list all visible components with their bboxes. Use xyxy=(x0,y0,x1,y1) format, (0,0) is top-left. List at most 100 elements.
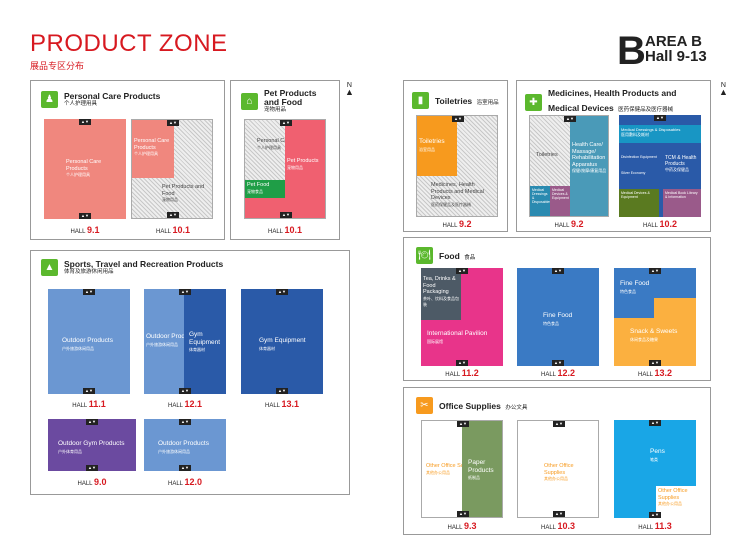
hall-segment: Outdoor Gym Products 户外体育用品 xyxy=(58,440,125,454)
hall-label: HALL 9.1 xyxy=(70,225,100,235)
hall-12-0[interactable]: Outdoor Products 户外旅游休闲用品 ▲▼ ▲▼ xyxy=(144,419,226,471)
entrance-icon: ▲▼ xyxy=(280,120,292,126)
panel-title: and Food xyxy=(264,97,303,107)
hall-segment: Medical Dressings & Disposables 医用敷料及耗材 xyxy=(619,125,701,143)
panel-title: Medical Devices xyxy=(548,103,614,113)
hall-10-1[interactable]: Personal Care Products 个人护理用具 Pet Product… xyxy=(131,119,213,219)
hall-9-2-medicines[interactable]: Toiletries Health Care/ Massage/ Rehabil… xyxy=(529,115,609,217)
hall-12-2[interactable]: Fine Food 特色食品 ▲▼ ▲▼ xyxy=(517,268,599,366)
hall-segment-fill xyxy=(614,298,654,318)
hall-9-3[interactable]: Other Office Supplies 其他办公用品 Paper Produc… xyxy=(421,420,503,518)
hall-segment: Pet Products and Food 宠物用品 xyxy=(162,184,205,202)
panel-title: Office Supplies xyxy=(439,401,501,411)
hall-9-1[interactable]: Personal Care Products 个人护理用具 ▲▼ ▲▼ xyxy=(44,119,126,219)
north-indicator: N ▲ xyxy=(345,82,354,97)
hall-9-0[interactable]: Outdoor Gym Products 户外体育用品 ▲▼ ▲▼ xyxy=(48,419,136,471)
entrance-icon: ▲▼ xyxy=(79,213,91,219)
hall-label: HALL 9.2 xyxy=(554,219,584,229)
entrance-icon: ▲▼ xyxy=(452,116,464,122)
hall-12-1[interactable]: Outdoor Products 户外旅游休闲用品 Gym Equipment 体育… xyxy=(144,289,226,394)
hall-segment: Toiletries 浴室用品 xyxy=(417,116,457,176)
hall-segment: TCM & Health Products 中药及保健品 xyxy=(665,155,697,172)
north-indicator-right: N ▲ xyxy=(719,82,728,97)
hall-label: HALL 11.2 xyxy=(445,368,479,378)
medicine-icon: ✚ xyxy=(525,94,542,111)
entrance-icon: ▲▼ xyxy=(456,268,468,274)
entrance-icon: ▲▼ xyxy=(456,360,468,366)
hall-segment: Outdoor Products 户外旅游休闲用品 xyxy=(158,440,209,454)
hall-segment: Paper Products 纸制品 xyxy=(462,421,502,517)
hall-label: HALL 11.1 xyxy=(72,399,106,409)
hall-11-3[interactable]: Pens 笔类 Other Office Supplies 其他办公用品 ▲▼ ▲▼ xyxy=(614,420,696,518)
pet-house-icon: ⌂ xyxy=(241,93,258,110)
hall-label: HALL 10.1 xyxy=(156,225,190,235)
hall-segment: International Pavilion 国际展馆 xyxy=(427,330,488,344)
hall-11-2[interactable]: Tea, Drinks & Food Packaging 茶叶、饮料及食品包装 I… xyxy=(421,268,503,366)
hall-label: HALL 10.2 xyxy=(643,219,677,229)
hall-segment: Disinfection Equipment xyxy=(621,155,657,159)
panel-sports: ▲ Sports, Travel and Recreation Products 体… xyxy=(30,250,350,495)
entrance-icon: ▲▼ xyxy=(649,268,661,274)
hall-segment: Medical Devices & Equipment xyxy=(619,189,659,217)
hall-label: HALL 10.1 xyxy=(268,225,302,235)
hall-segment: Medical Devices & Equipment xyxy=(550,186,570,216)
hall-13-2[interactable]: Fine Food 特色食品 Snack & Sweets 休闲食品及糖果 ▲▼ ▲▼ xyxy=(614,268,696,366)
tent-icon: ▲ xyxy=(41,259,58,276)
hall-label: HALL 12.1 xyxy=(168,399,202,409)
entrance-icon: ▲▼ xyxy=(457,421,469,427)
hall-10-2[interactable]: Medical Dressings & Disposables 医用敷料及耗材 D… xyxy=(619,115,701,217)
entrance-icon: ▲▼ xyxy=(86,419,98,425)
entrance-icon: ▲▼ xyxy=(457,511,469,517)
panel-title: Personal Care Products xyxy=(64,90,161,101)
panel-food: 🍽 Food 食品 Tea, Drinks & Food Packaging 茶叶、… xyxy=(403,237,711,381)
hall-segment-fill xyxy=(245,198,285,218)
hall-9-2-toiletries[interactable]: Toiletries 浴室用品 Medicines, Health Product… xyxy=(416,115,498,217)
hall-segment: Health Care/ Massage/ Rehabilitation App… xyxy=(570,116,608,216)
panel-subtitle: 医药保健品及医疗器械 xyxy=(618,107,674,113)
area-name: AREA B xyxy=(645,33,702,50)
hall-segment: Other Office Supplies 其他办公用品 xyxy=(656,486,696,518)
entrance-icon: ▲▼ xyxy=(83,289,95,295)
hall-segment: Other Office Supplies 其他办公用品 xyxy=(426,463,479,475)
entrance-icon: ▲▼ xyxy=(649,420,661,426)
entrance-icon: ▲▼ xyxy=(553,511,565,517)
hall-label: HALL 9.3 xyxy=(447,521,477,531)
entrance-icon: ▲▼ xyxy=(276,289,288,295)
panel-title: Toiletries xyxy=(435,96,473,106)
person-icon: ♟ xyxy=(41,91,58,108)
hall-segment: Fine Food 特色食品 xyxy=(543,312,573,326)
panel-title: Sports, Travel and Recreation Products xyxy=(64,258,224,269)
panel-title: Medicines, Health Products and xyxy=(548,88,677,98)
hall-label: HALL 13.1 xyxy=(265,399,299,409)
hall-segment: Pens 笔类 xyxy=(650,448,665,462)
hall-segment: Pet Food 宠物食品 xyxy=(245,180,285,198)
hall-13-1[interactable]: Gym Equipment 体育器材 ▲▼ ▲▼ xyxy=(241,289,323,394)
entrance-icon: ▲▼ xyxy=(83,388,95,394)
entrance-icon: ▲▼ xyxy=(179,419,191,425)
hall-segment: Medical Book Library & Information xyxy=(663,189,701,217)
north-arrow-icon: ▲ xyxy=(345,87,354,97)
hall-segment: Tea, Drinks & Food Packaging 茶叶、饮料及食品包装 xyxy=(421,268,461,320)
hall-label: HALL 12.0 xyxy=(168,477,202,487)
hall-segment: Toiletries xyxy=(536,152,558,158)
hall-10-3[interactable]: Other Office Supplies 其他办公用品 ▲▼ ▲▼ xyxy=(517,420,599,518)
entrance-icon: ▲▼ xyxy=(167,212,179,218)
entrance-icon: ▲▼ xyxy=(167,120,179,126)
area-letter: B xyxy=(617,29,646,73)
panel-personal-care: ♟ Personal Care Products 个人护理用具 Personal C… xyxy=(30,80,225,240)
panel-subtitle: 浴室用品 xyxy=(476,100,499,106)
panel-subtitle: 宠物用品 xyxy=(264,107,287,113)
hall-label: HALL 12.2 xyxy=(541,368,575,378)
panel-title: Food xyxy=(439,251,460,261)
entrance-icon: ▲▼ xyxy=(280,212,292,218)
entrance-icon: ▲▼ xyxy=(552,360,564,366)
entrance-icon: ▲▼ xyxy=(552,268,564,274)
hall-label: HALL 11.3 xyxy=(638,521,672,531)
area-label: AREA B Hall 9-13 xyxy=(645,34,707,64)
hall-11-1[interactable]: Outdoor Products 户外旅游休闲用品 ▲▼ ▲▼ xyxy=(48,289,130,394)
panel-subtitle: 食品 xyxy=(464,255,476,261)
